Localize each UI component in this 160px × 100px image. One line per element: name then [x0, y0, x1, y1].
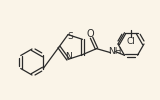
Text: NH: NH: [108, 47, 121, 56]
Text: S: S: [67, 32, 73, 41]
Text: N: N: [66, 52, 72, 61]
Text: Cl: Cl: [127, 36, 135, 46]
Text: O: O: [87, 29, 94, 39]
